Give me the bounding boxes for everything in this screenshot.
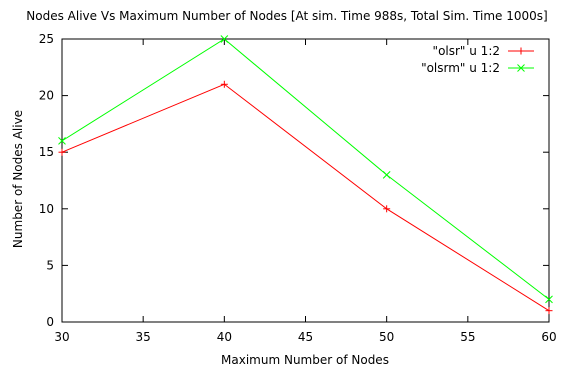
legend: "olsr" u 1:2 "olsrm" u 1:2 — [421, 44, 534, 75]
y-tick-label: 0 — [46, 315, 54, 329]
x-axis: 30 35 40 45 50 55 60 — [54, 39, 557, 344]
data-point — [545, 307, 553, 315]
x-tick-label: 50 — [379, 330, 394, 344]
point-marker — [220, 35, 229, 43]
y-tick-label: 5 — [46, 258, 54, 272]
x-tick-label: 40 — [217, 330, 232, 344]
x-tick-label: 45 — [298, 330, 313, 344]
series-0 — [58, 80, 553, 315]
x-tick-label: 55 — [460, 330, 475, 344]
y-tick-label: 15 — [39, 145, 54, 159]
data-point — [58, 137, 66, 145]
series-layer — [58, 35, 553, 315]
series-1 — [58, 35, 553, 304]
series-line — [61, 83, 550, 312]
data-point — [58, 148, 66, 156]
y-tick-label: 25 — [39, 32, 54, 46]
point-marker — [517, 64, 525, 72]
y-tick-label: 10 — [39, 202, 54, 216]
x-tick-label: 35 — [136, 330, 151, 344]
plot-area — [61, 38, 550, 323]
point-marker — [58, 137, 66, 145]
series-line — [61, 38, 550, 300]
legend-item: "olsr" u 1:2 — [433, 44, 534, 58]
plot-border — [61, 38, 550, 323]
x-tick-label: 30 — [54, 330, 69, 344]
legend-marker — [517, 64, 525, 72]
y-axis-label: Number of Nodes Alive — [11, 110, 25, 248]
legend-label: "olsr" u 1:2 — [433, 44, 500, 58]
legend-marker — [517, 47, 525, 55]
data-point — [383, 205, 391, 213]
point-marker — [382, 170, 391, 179]
x-axis-label: Maximum Number of Nodes — [221, 353, 389, 367]
y-tick-label: 20 — [39, 89, 54, 103]
data-point — [220, 35, 229, 43]
legend-label: "olsrm" u 1:2 — [421, 61, 500, 75]
y-axis: 0 5 10 15 20 25 — [39, 32, 549, 329]
x-tick-label: 60 — [541, 330, 556, 344]
data-point — [545, 295, 553, 304]
point-marker — [545, 295, 553, 304]
data-point — [220, 80, 228, 88]
data-point — [382, 170, 391, 179]
legend-item: "olsrm" u 1:2 — [421, 61, 534, 75]
chart-title: Nodes Alive Vs Maximum Number of Nodes [… — [26, 9, 547, 23]
